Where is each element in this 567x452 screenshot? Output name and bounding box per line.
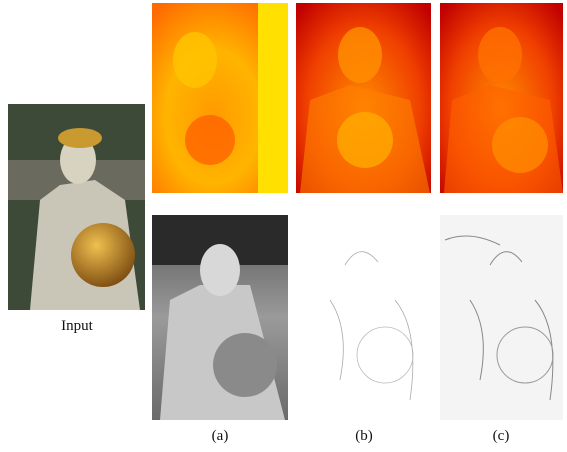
label-b: (b) [355, 428, 373, 444]
map-a-top [152, 3, 288, 193]
label-input: Input [61, 318, 93, 334]
label-c: (c) [493, 428, 510, 444]
page: Input (a) (b) (c) (() => { const data = … [0, 0, 567, 452]
figure: Input (a) (b) (c) [0, 0, 567, 452]
input-image [8, 104, 145, 310]
edge-c-bottom [440, 215, 563, 420]
label-a: (a) [212, 428, 229, 444]
gray-a-bottom [152, 215, 288, 420]
map-c-top [440, 3, 563, 193]
edge-b-bottom [296, 215, 431, 420]
map-b-top [296, 3, 431, 193]
